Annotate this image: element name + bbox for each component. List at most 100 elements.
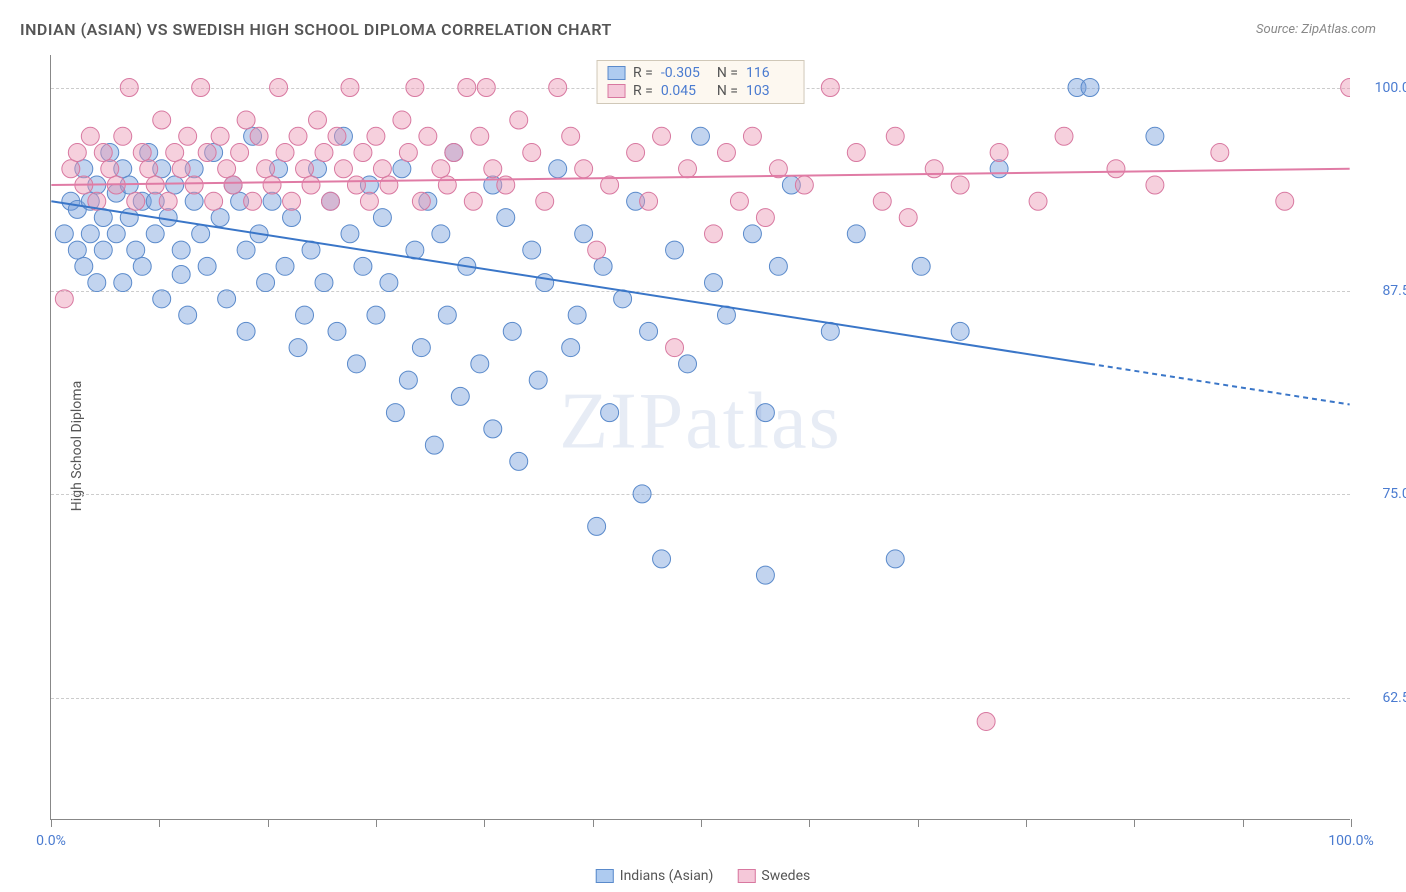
scatter-point <box>68 144 86 162</box>
x-tick <box>593 819 594 827</box>
scatter-point <box>886 550 904 568</box>
chart-container: INDIAN (ASIAN) VS SWEDISH HIGH SCHOOL DI… <box>0 0 1406 892</box>
legend-series-label: Indians (Asian) <box>620 868 714 884</box>
scatter-point <box>925 160 943 178</box>
scatter-point <box>1211 144 1229 162</box>
scatter-point <box>185 176 203 194</box>
legend-n-label: N = <box>717 83 738 99</box>
plot-svg <box>51 55 1350 819</box>
scatter-point <box>68 241 86 259</box>
scatter-point <box>120 209 138 227</box>
scatter-point <box>120 79 138 97</box>
scatter-point <box>114 127 132 145</box>
scatter-point <box>172 265 190 283</box>
scatter-point <box>1107 160 1125 178</box>
scatter-point <box>536 192 554 210</box>
scatter-point <box>75 257 93 275</box>
legend-series-item: Indians (Asian) <box>596 868 714 884</box>
scatter-point <box>94 241 112 259</box>
scatter-point <box>185 192 203 210</box>
scatter-point <box>250 127 268 145</box>
scatter-point <box>458 79 476 97</box>
scatter-point <box>276 144 294 162</box>
scatter-point <box>679 355 697 373</box>
scatter-point <box>263 192 281 210</box>
x-tick <box>701 819 702 827</box>
x-tick <box>159 819 160 827</box>
scatter-point <box>510 111 528 129</box>
scatter-point <box>231 144 249 162</box>
scatter-point <box>990 160 1008 178</box>
scatter-point <box>847 144 865 162</box>
scatter-point <box>653 127 671 145</box>
scatter-point <box>159 209 177 227</box>
scatter-point <box>257 274 275 292</box>
scatter-point <box>717 144 735 162</box>
legend-series: Indians (Asian) Swedes <box>596 868 810 884</box>
scatter-point <box>1029 192 1047 210</box>
scatter-point <box>432 225 450 243</box>
scatter-point <box>166 144 184 162</box>
x-tick-label: 100.0% <box>1328 833 1373 849</box>
scatter-point <box>321 192 339 210</box>
scatter-point <box>270 79 288 97</box>
legend-r-value: -0.305 <box>661 65 709 81</box>
legend-correlation: R = -0.305 N = 116 R = 0.045 N = 103 <box>596 60 805 104</box>
plot-area: ZIPatlas R = -0.305 N = 116 R = 0.045 N … <box>50 55 1350 820</box>
scatter-point <box>218 290 236 308</box>
scatter-point <box>101 160 119 178</box>
scatter-point <box>1341 79 1350 97</box>
scatter-point <box>523 241 541 259</box>
scatter-point <box>224 176 242 194</box>
scatter-point <box>302 176 320 194</box>
scatter-point <box>588 241 606 259</box>
scatter-point <box>367 306 385 324</box>
legend-n-value: 103 <box>746 83 794 99</box>
scatter-point <box>484 420 502 438</box>
scatter-point <box>367 127 385 145</box>
scatter-point <box>912 257 930 275</box>
scatter-point <box>192 225 210 243</box>
scatter-point <box>640 322 658 340</box>
scatter-point <box>523 144 541 162</box>
scatter-point <box>743 127 761 145</box>
scatter-point <box>341 79 359 97</box>
scatter-point <box>562 127 580 145</box>
scatter-point <box>315 274 333 292</box>
scatter-point <box>627 144 645 162</box>
scatter-point <box>341 225 359 243</box>
scatter-point <box>1081 79 1099 97</box>
scatter-point <box>380 274 398 292</box>
x-tick <box>1243 819 1244 827</box>
scatter-point <box>393 160 411 178</box>
scatter-point <box>133 144 151 162</box>
scatter-point <box>756 209 774 227</box>
scatter-point <box>601 404 619 422</box>
scatter-point <box>432 160 450 178</box>
scatter-point <box>55 290 73 308</box>
scatter-point <box>821 79 839 97</box>
scatter-point <box>477 79 495 97</box>
scatter-point <box>640 192 658 210</box>
scatter-point <box>795 176 813 194</box>
scatter-point <box>309 111 327 129</box>
scatter-point <box>575 225 593 243</box>
scatter-point <box>55 225 73 243</box>
x-tick <box>1134 819 1135 827</box>
scatter-point <box>283 192 301 210</box>
scatter-point <box>198 144 216 162</box>
scatter-point <box>153 290 171 308</box>
legend-n-label: N = <box>717 65 738 81</box>
legend-r-label: R = <box>633 83 653 99</box>
scatter-point <box>510 452 528 470</box>
scatter-point <box>315 144 333 162</box>
scatter-point <box>244 192 262 210</box>
legend-n-value: 116 <box>746 65 794 81</box>
scatter-point <box>445 144 463 162</box>
legend-series-label: Swedes <box>761 868 810 884</box>
scatter-point <box>438 176 456 194</box>
scatter-point <box>1055 127 1073 145</box>
scatter-point <box>562 339 580 357</box>
scatter-point <box>990 144 1008 162</box>
legend-stat-row: R = 0.045 N = 103 <box>607 83 794 99</box>
